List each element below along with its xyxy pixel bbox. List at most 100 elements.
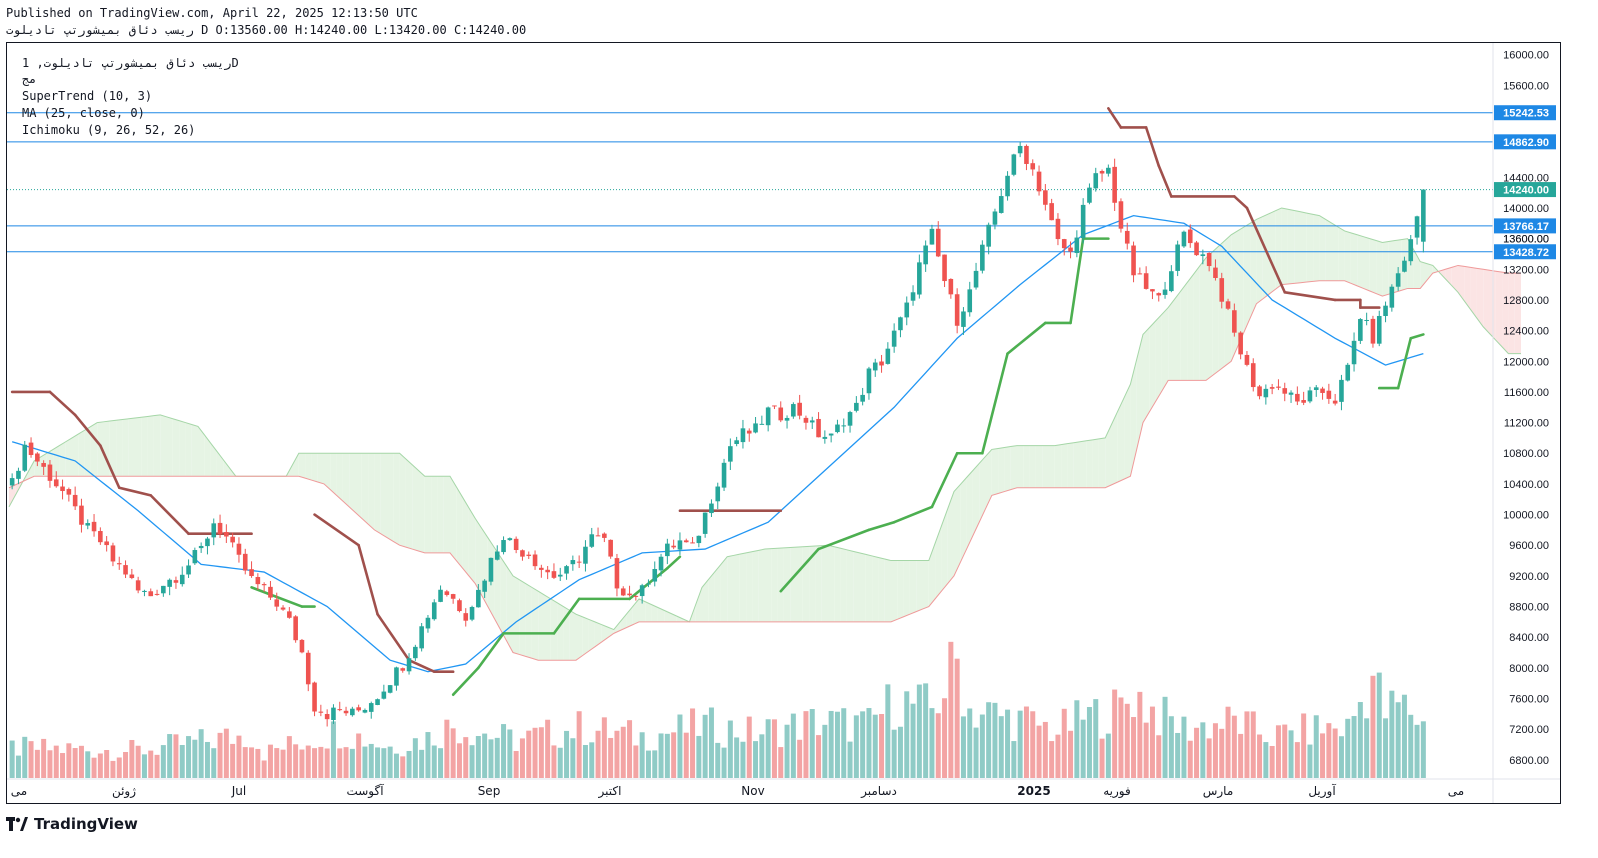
volume-bar [721, 747, 727, 778]
cloud-segment [418, 470, 425, 553]
candle-body [822, 436, 828, 439]
time-tick-label: مارس [1203, 784, 1234, 799]
candle-body [595, 535, 601, 537]
candle-body [683, 540, 689, 543]
candle-body [929, 228, 935, 245]
candle-body [564, 566, 569, 574]
price-tick-label: 14000.00 [1503, 203, 1549, 215]
volume-bar [1307, 744, 1313, 778]
volume-bar [66, 743, 72, 778]
legend-supertrend[interactable]: SuperTrend (10, 3) [22, 89, 153, 103]
cloud-segment [802, 546, 810, 622]
legend-ma[interactable]: MA (25, close, 0) [22, 106, 145, 120]
candle-body [589, 534, 595, 547]
candle-body [1124, 230, 1130, 244]
cloud-segment [928, 543, 936, 607]
volume-bar [167, 734, 173, 778]
volume-bar [236, 735, 242, 778]
volume-bar [809, 709, 815, 778]
volume-bar [324, 748, 330, 778]
price-tick-label: 11600.00 [1504, 387, 1549, 399]
time-tick-label: فوریه [1103, 784, 1131, 799]
cloud-segment [1262, 213, 1269, 299]
candle-body [854, 402, 859, 411]
cloud-segment [1117, 397, 1125, 482]
cloud-segment [790, 547, 797, 622]
volume-bar [1275, 725, 1281, 778]
cloud-segment [947, 491, 954, 584]
price-tick-label: 10800.00 [1503, 448, 1549, 460]
tradingview-brand[interactable]: TradingView [6, 815, 138, 833]
candle-body [469, 606, 475, 620]
candle-body [305, 652, 311, 685]
candle-body [1005, 175, 1010, 197]
candle-body [337, 709, 343, 711]
legend-ichimoku[interactable]: Ichimoku (9, 26, 52, 26) [22, 123, 196, 137]
cloud-segment [1275, 207, 1282, 290]
volume-bar [696, 735, 702, 778]
candle-body [350, 708, 355, 716]
cloud-segment [305, 453, 312, 481]
candle-body [1106, 167, 1111, 174]
supertrend-segment [313, 513, 360, 547]
chart-canvas[interactable]: 6800.00 7200.00 7600.00 8000.00 8400.00 8800.… [7, 43, 1560, 803]
volume-bar [803, 711, 809, 778]
cloud-segment [53, 445, 60, 477]
volume-bar [154, 754, 160, 778]
volume-bar [160, 745, 166, 778]
candle-body [287, 611, 292, 618]
volume-bar [916, 684, 922, 778]
candle-body [709, 503, 714, 514]
cloud-segment [1092, 438, 1099, 488]
cloud-segment [531, 587, 539, 661]
cloud-segment [204, 434, 211, 477]
time-tick-label: آگوست [346, 783, 384, 799]
candle-body [948, 278, 954, 295]
price-label-text: 14240.00 [1503, 185, 1549, 197]
cloud-segment [525, 583, 532, 659]
cloud-segment [1161, 307, 1169, 391]
cloud-segment [601, 624, 608, 643]
candle-body [299, 639, 305, 653]
cloud-segment [116, 419, 123, 477]
cloud-segment [796, 546, 803, 622]
cloud-segment [387, 453, 394, 542]
chart-panel[interactable]: 6800.00 7200.00 7600.00 8000.00 8400.00 8800.… [6, 42, 1561, 804]
candle-body [986, 224, 991, 247]
candle-body [356, 707, 361, 711]
candle-body [923, 245, 928, 265]
cloud-segment [342, 453, 350, 507]
candle-body [784, 417, 790, 421]
candle-body [1282, 388, 1288, 394]
candle-body [835, 424, 840, 433]
candle-body [797, 402, 802, 416]
cloud-segment [468, 507, 476, 584]
supertrend-segment [99, 444, 121, 490]
cloud-segment [891, 560, 898, 622]
candle-body [236, 543, 242, 555]
price-tick-label: 10400.00 [1503, 479, 1549, 491]
volume-bar [929, 708, 935, 778]
supertrend-segment [666, 555, 682, 570]
cloud-segment [475, 518, 482, 596]
volume-bar [1137, 691, 1143, 778]
candle-body [413, 646, 418, 659]
volume-bar [671, 732, 677, 778]
candle-body [91, 521, 97, 532]
cloud-segment [897, 560, 904, 620]
volume-bar [1023, 706, 1029, 778]
volume-bar [557, 747, 563, 778]
cloud-segment [733, 554, 740, 622]
cloud-segment [676, 616, 684, 622]
cloud-segment [639, 598, 646, 622]
price-tick-label: 13600.00 [1503, 234, 1549, 246]
volume-bar [1370, 675, 1376, 778]
cloud-segment [758, 549, 765, 622]
candle-body [778, 407, 784, 421]
cloud-segment [708, 572, 715, 622]
volume-bar [1294, 742, 1300, 778]
candle-body [1238, 332, 1243, 355]
cloud-segment [1502, 272, 1509, 354]
cloud-segment [185, 422, 192, 477]
candle-body [1263, 388, 1269, 398]
